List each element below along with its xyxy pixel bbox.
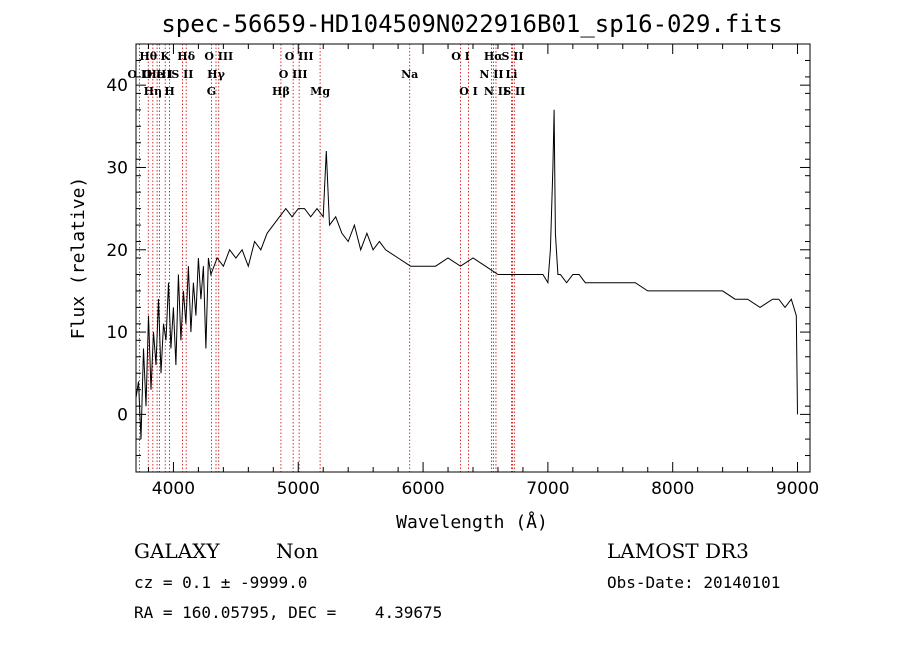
y-tick-label-4: 40 [106,76,128,96]
line-label-8: S II [171,68,193,81]
line-label-12: O III [285,50,314,63]
spectrum-layer [135,109,798,440]
line-label-9: O III [204,50,233,63]
line-label-22: S II [502,50,524,63]
line-label-17: O I [451,50,470,63]
obs-date-text: Obs-Date: 20140101 [607,573,781,592]
x-tick-label-4: 8000 [651,479,694,499]
line-label-15: Mg [310,85,330,98]
x-tick-label-5: 9000 [776,479,819,499]
line-label-24: S II [503,85,525,98]
line-label-13: O III [279,68,308,81]
line-label-3: Hη [144,85,162,98]
spectral-line-markers [138,44,515,472]
y-axis-label: Flux (relative) [68,177,89,340]
line-label-1: Hθ [139,50,157,63]
coordinates-text: RA = 160.05795, DEC = 4.39675 [134,603,443,622]
line-label-19: Hα [484,50,503,63]
spectrum-series-0 [135,109,798,440]
line-label-6: H [164,85,174,98]
line-label-16: Na [401,68,418,81]
line-label-10: Hγ [207,68,225,81]
line-label-23: Li [505,68,517,81]
line-label-7: Hδ [177,50,195,63]
line-label-0: O II [128,68,152,81]
x-axis: 4000 5000 6000 7000 8000 9000 [147,44,819,499]
class-label: GALAXY [134,539,220,563]
line-label-4: He I [146,68,172,81]
x-tick-label-3: 7000 [526,479,569,499]
y-tick-label-0: 0 [117,405,128,425]
y-tick-label-1: 10 [106,323,128,343]
chart-title: spec-56659-HD104509N022916B01_sp16-029.f… [161,10,782,38]
x-tick-label-1: 5000 [277,479,320,499]
line-label-14: Hβ [272,85,290,98]
line-label-5: K [160,50,170,63]
survey-label: LAMOST DR3 [607,539,749,563]
line-label-18: O I [459,85,478,98]
x-tick-label-0: 4000 [152,479,195,499]
line-label-11: G [207,85,216,98]
subclass-label: Non [276,539,319,563]
y-axis: 0 10 20 30 40 [106,43,810,457]
y-tick-label-2: 20 [106,241,128,261]
x-axis-label: Wavelength (Å) [396,511,548,533]
line-label-20: N II [479,68,503,81]
x-tick-label-2: 6000 [401,479,444,499]
line-label-2: O III [143,68,172,81]
redshift-text: cz = 0.1 ± -9999.0 [134,573,308,592]
y-tick-label-3: 30 [106,158,128,178]
line-label-21: N II [484,85,508,98]
